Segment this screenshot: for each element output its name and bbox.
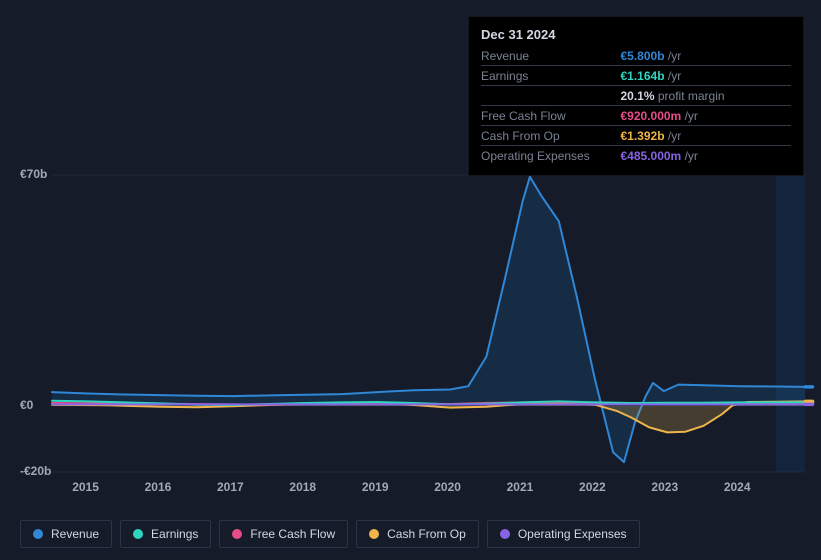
legend-swatch-icon [369,529,379,539]
legend-label: Earnings [151,527,198,541]
legend-item-earnings[interactable]: Earnings [120,520,211,548]
y-axis-tick: €0 [0,398,58,412]
x-axis-tick: 2021 [507,480,534,494]
legend-item-opex[interactable]: Operating Expenses [487,520,640,548]
legend-item-revenue[interactable]: Revenue [20,520,112,548]
legend-swatch-icon [33,529,43,539]
x-axis-tick: 2015 [72,480,99,494]
legend-label: Cash From Op [387,527,466,541]
legend: Revenue Earnings Free Cash Flow Cash From O… [20,520,640,548]
x-axis-tick: 2017 [217,480,244,494]
legend-swatch-icon [500,529,510,539]
legend-label: Free Cash Flow [250,527,335,541]
y-axis-tick: €70b [0,167,58,181]
legend-label: Operating Expenses [518,527,627,541]
x-axis-tick: 2019 [362,480,389,494]
tooltip-date: Dec 31 2024 [481,27,791,42]
x-axis-tick: 2022 [579,480,606,494]
legend-item-cfo[interactable]: Cash From Op [356,520,479,548]
x-axis-tick: 2020 [434,480,461,494]
x-axis-tick: 2024 [724,480,751,494]
y-axis-tick: -€20b [0,464,58,478]
legend-swatch-icon [232,529,242,539]
legend-label: Revenue [51,527,99,541]
tooltip: Dec 31 2024Revenue€5.800b /yrEarnings€1.… [468,16,804,176]
legend-item-fcf[interactable]: Free Cash Flow [219,520,348,548]
x-axis-tick: 2016 [145,480,172,494]
x-axis-tick: 2018 [289,480,316,494]
legend-swatch-icon [133,529,143,539]
x-axis-tick: 2023 [651,480,678,494]
